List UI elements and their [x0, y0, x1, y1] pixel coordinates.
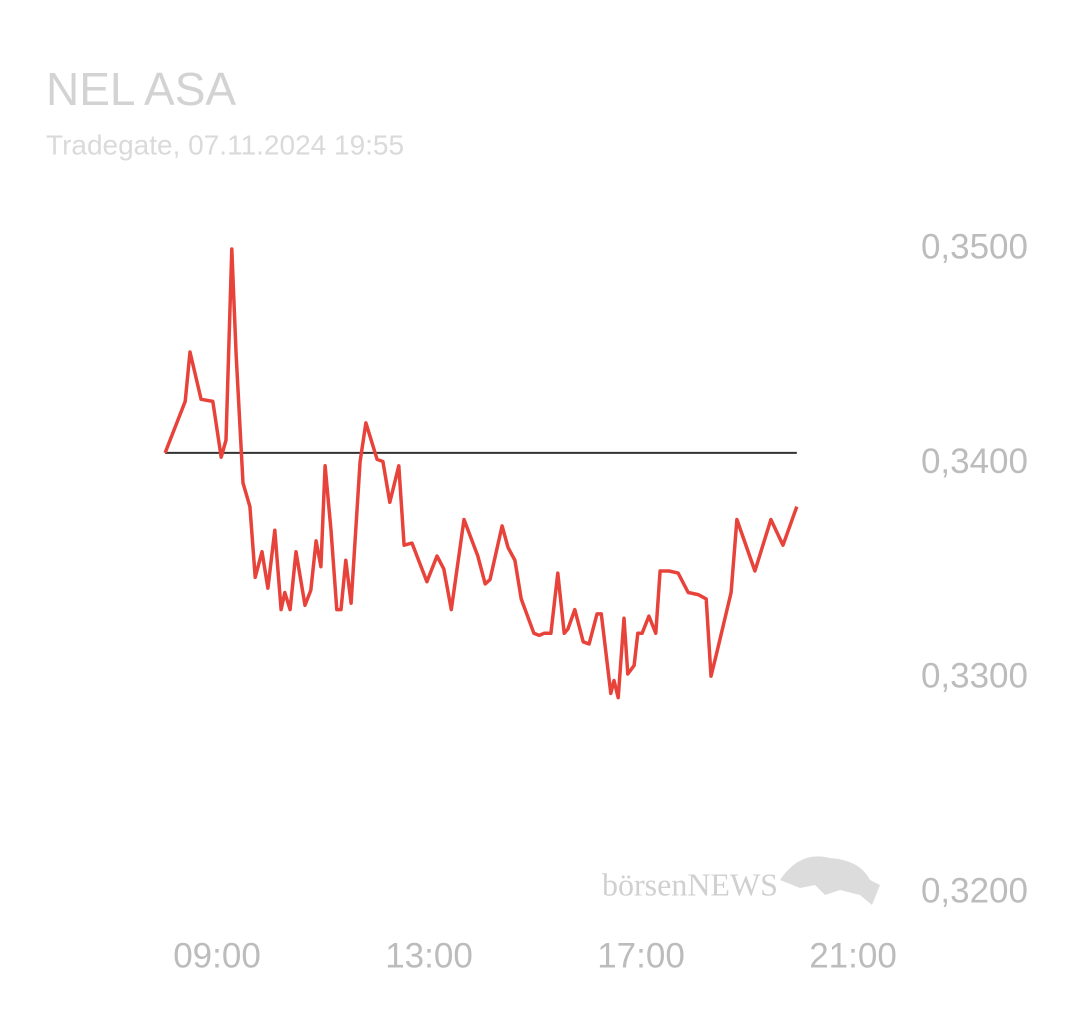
x-tick-label: 09:00 — [173, 936, 261, 975]
y-tick-label: 0,3200 — [921, 871, 1028, 910]
y-tick-label: 0,3500 — [921, 227, 1028, 266]
watermark-icon — [780, 856, 880, 905]
x-tick-label: 21:00 — [809, 936, 897, 975]
x-tick-label: 13:00 — [385, 936, 473, 975]
y-tick-label: 0,3400 — [921, 442, 1028, 481]
chart-subtitle: Tradegate, 07.11.2024 19:55 — [46, 129, 404, 160]
price-line — [163, 247, 799, 700]
y-tick-label: 0,3300 — [921, 657, 1028, 696]
x-tick-label: 17:00 — [597, 936, 685, 975]
watermark: börsenNEWS — [602, 866, 778, 902]
chart-title: NEL ASA — [46, 63, 236, 115]
